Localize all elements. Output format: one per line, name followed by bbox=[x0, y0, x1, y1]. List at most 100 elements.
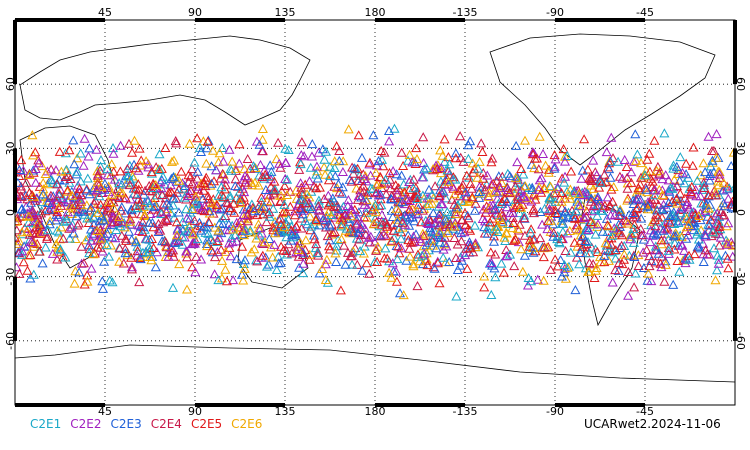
point-c2e3 bbox=[16, 203, 28, 213]
point-c2e6 bbox=[398, 290, 409, 300]
point-c2e6 bbox=[150, 179, 161, 190]
point-c2e2 bbox=[609, 209, 621, 219]
point-c2e1 bbox=[439, 156, 450, 166]
point-c2e2 bbox=[588, 155, 599, 165]
point-c2e6 bbox=[291, 185, 302, 195]
point-c2e1 bbox=[492, 226, 503, 236]
point-c2e4 bbox=[265, 197, 276, 207]
point-c2e2 bbox=[574, 200, 585, 211]
point-c2e1 bbox=[213, 190, 224, 200]
point-c2e5 bbox=[606, 239, 617, 249]
point-c2e2 bbox=[306, 151, 318, 161]
point-c2e1 bbox=[632, 149, 643, 159]
point-c2e5 bbox=[130, 183, 141, 193]
point-c2e5 bbox=[461, 170, 472, 180]
point-c2e5 bbox=[289, 210, 300, 220]
point-c2e6 bbox=[497, 218, 508, 228]
point-c2e6 bbox=[202, 241, 213, 251]
point-c2e2 bbox=[188, 238, 199, 249]
point-c2e3 bbox=[484, 258, 495, 268]
point-c2e2 bbox=[30, 163, 41, 173]
point-c2e5 bbox=[81, 184, 92, 194]
point-c2e3 bbox=[705, 168, 716, 178]
point-c2e6 bbox=[517, 266, 528, 276]
point-c2e5 bbox=[689, 249, 700, 259]
point-c2e1 bbox=[224, 190, 236, 200]
point-c2e6 bbox=[391, 203, 402, 213]
point-c2e5 bbox=[621, 161, 632, 171]
point-c2e4 bbox=[548, 188, 559, 198]
point-c2e1 bbox=[565, 247, 576, 257]
point-c2e3 bbox=[71, 211, 82, 221]
point-c2e4 bbox=[107, 208, 118, 218]
point-c2e3 bbox=[487, 260, 498, 270]
point-c2e3 bbox=[580, 235, 591, 245]
point-c2e3 bbox=[504, 170, 515, 181]
point-c2e1 bbox=[123, 171, 134, 181]
point-c2e5 bbox=[465, 225, 476, 235]
point-c2e4 bbox=[329, 201, 340, 211]
point-c2e3 bbox=[577, 165, 588, 175]
point-c2e4 bbox=[327, 228, 339, 238]
point-c2e5 bbox=[469, 164, 480, 174]
point-c2e5 bbox=[556, 187, 567, 197]
point-c2e6 bbox=[631, 155, 642, 165]
point-c2e3 bbox=[201, 222, 213, 232]
point-c2e1 bbox=[55, 244, 66, 254]
point-c2e3 bbox=[151, 200, 162, 210]
point-c2e1 bbox=[311, 169, 322, 179]
point-c2e2 bbox=[601, 147, 612, 157]
point-c2e2 bbox=[645, 236, 656, 247]
point-c2e5 bbox=[367, 205, 378, 215]
point-c2e2 bbox=[436, 198, 447, 208]
point-c2e1 bbox=[103, 251, 115, 261]
point-c2e6 bbox=[125, 216, 136, 226]
point-c2e4 bbox=[662, 222, 673, 232]
point-c2e2 bbox=[50, 165, 62, 175]
point-c2e3 bbox=[557, 213, 568, 223]
point-c2e1 bbox=[234, 194, 245, 204]
point-c2e1 bbox=[94, 191, 105, 201]
point-c2e3 bbox=[424, 237, 435, 247]
point-c2e6 bbox=[114, 256, 125, 266]
point-c2e2 bbox=[415, 236, 426, 246]
point-c2e4 bbox=[699, 182, 710, 192]
point-c2e4 bbox=[276, 186, 287, 196]
point-c2e4 bbox=[470, 239, 481, 249]
point-c2e5 bbox=[462, 263, 473, 273]
point-c2e2 bbox=[447, 181, 458, 191]
point-c2e6 bbox=[40, 168, 51, 178]
point-c2e1 bbox=[659, 128, 670, 138]
point-c2e5 bbox=[268, 222, 279, 232]
point-c2e3 bbox=[161, 198, 172, 208]
point-c2e5 bbox=[198, 185, 209, 195]
point-c2e4 bbox=[455, 131, 466, 141]
point-c2e6 bbox=[501, 228, 512, 238]
point-c2e4 bbox=[120, 233, 131, 243]
point-c2e4 bbox=[519, 213, 530, 223]
point-c2e3 bbox=[314, 268, 325, 278]
point-c2e2 bbox=[459, 227, 470, 237]
point-c2e1 bbox=[305, 162, 316, 172]
point-c2e5 bbox=[439, 134, 450, 144]
point-c2e3 bbox=[563, 211, 574, 221]
point-c2e5 bbox=[146, 167, 157, 177]
point-c2e6 bbox=[449, 221, 460, 231]
point-c2e2 bbox=[23, 223, 34, 233]
point-c2e6 bbox=[560, 273, 571, 283]
point-c2e4 bbox=[268, 185, 279, 195]
point-c2e6 bbox=[584, 266, 595, 276]
point-c2e2 bbox=[537, 148, 549, 158]
point-c2e2 bbox=[713, 258, 724, 268]
point-c2e4 bbox=[273, 137, 284, 147]
point-c2e4 bbox=[311, 238, 322, 249]
point-c2e2 bbox=[125, 219, 136, 229]
point-c2e1 bbox=[486, 289, 497, 299]
point-c2e4 bbox=[296, 213, 307, 223]
point-c2e3 bbox=[121, 170, 132, 180]
point-c2e4 bbox=[376, 219, 387, 229]
point-c2e3 bbox=[570, 284, 581, 295]
point-c2e3 bbox=[592, 191, 603, 201]
point-c2e2 bbox=[400, 193, 411, 203]
point-c2e1 bbox=[144, 246, 155, 256]
